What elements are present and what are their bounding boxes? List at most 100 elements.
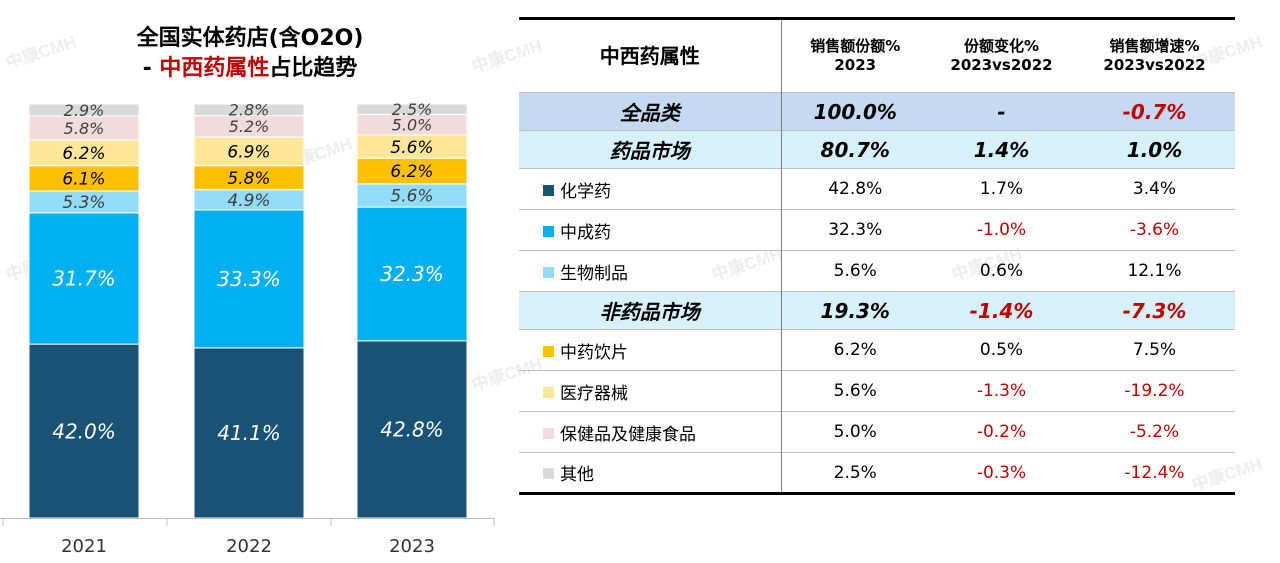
bar-segment [28,343,140,519]
chart-title-line1: 全国实体药店(含O2O) [136,26,364,51]
share-cell: 5.6% [780,250,929,292]
bar-segment [193,165,305,191]
share-cell: 5.0% [780,411,929,453]
category-cell: 中药饮片 [519,329,781,371]
bar-segment [28,139,140,167]
growth-cell: 12.1% [1074,250,1235,292]
bar-segment [193,136,305,167]
growth-cell: -12.4% [1074,452,1235,494]
growth-cell: -5.2% [1074,411,1235,453]
chart-title-highlight: 中西药属性 [159,56,270,81]
table-body: 全品类 100.0% - -0.7% 药品市场 80.7% 1.4% 1.0% 化学药 42.8%… [519,92,1235,494]
bar-segment [356,206,468,342]
share-change-cell: 1.7% [929,168,1074,210]
share-change-cell: 0.6% [929,250,1074,292]
growth-cell: -7.3% [1074,291,1235,330]
bar-segment [28,103,140,117]
share-change-cell: -0.3% [929,452,1074,494]
growth-cell: 7.5% [1074,329,1235,371]
data-label: 32.3% [380,262,444,286]
data-label: 2.8% [229,101,270,120]
category-cell: 医疗器械 [519,370,781,412]
category-cell: 药品市场 [519,130,781,169]
stacked-bar-chart: 42.0%31.7%5.3%6.1%6.2%5.8%2.9%202141.1%3… [0,100,495,557]
bar-segment [193,209,305,349]
table-header-row: 中西药属性 销售额份额% 2023 份额变化% 2023vs2022 销售额增速% 2… [519,18,1235,93]
legend-swatch [543,184,554,196]
data-label: 6.2% [62,144,105,164]
bar-segment [356,340,468,519]
share-cell: 100.0% [780,92,929,131]
share-cell: 6.2% [780,329,929,371]
category-cell: 保健品及健康食品 [519,411,781,453]
data-label: 42.0% [52,419,116,443]
category-label: 其他 [560,465,594,485]
share-change-cell: -1.0% [929,209,1074,251]
chart-title-line2: - 中西药属性占比趋势 [142,56,358,81]
data-label: 31.7% [52,267,116,291]
category-label: 化学药 [560,181,611,202]
data-label: 41.1% [217,421,281,445]
table-header-cell: 份额变化% 2023vs2022 [950,37,1053,74]
data-label: 5.8% [64,119,105,138]
category-label: 医疗器械 [560,383,628,404]
table-row: 其他 2.5% -0.3% -12.4% [519,452,1235,494]
category-label: 中药饮片 [560,342,628,363]
data-label: 6.2% [390,162,433,182]
table-header-cell: 销售额份额% 2023 [780,18,929,93]
bar-segment [193,347,305,519]
data-label: 5.8% [227,169,270,189]
category-label: 保健品及健康食品 [560,424,696,445]
data-label: 5.0% [392,115,433,134]
share-change-cell: -1.4% [929,291,1074,330]
bar-segment [28,165,140,192]
share-cell: 32.3% [780,209,929,251]
table-row: 全品类 100.0% - -0.7% [519,92,1235,131]
data-label: 5.6% [390,138,433,158]
table-row: 药品市场 80.7% 1.4% 1.0% [519,130,1235,169]
category-cell: 生物制品 [519,250,781,292]
attribute-table: 中西药属性 销售额份额% 2023 份额变化% 2023vs2022 销售额增速% 2… [519,17,1235,495]
table-row: 非药品市场 19.3% -1.4% -7.3% [519,291,1235,330]
share-change-cell: -1.3% [929,370,1074,412]
category-label: 生物制品 [560,263,628,284]
share-cell: 42.8% [780,168,929,210]
category-label: 药品市场 [609,139,690,163]
data-label: 42.8% [380,418,444,442]
share-cell: 5.6% [780,370,929,412]
share-cell: 80.7% [780,130,929,169]
category-cell: 中成药 [519,209,781,251]
table-row: 中药饮片 6.2% 0.5% 7.5% [519,329,1235,371]
bar-segment [28,212,140,345]
chart-title: 全国实体药店(含O2O) - 中西药属性占比趋势 [60,24,440,84]
data-label: 4.9% [227,191,270,211]
category-label: 非药品市场 [599,300,700,324]
share-cell: 19.3% [780,291,929,330]
legend-swatch [543,468,554,479]
table-header-cell: 中西药属性 [599,43,700,68]
category-cell: 非药品市场 [519,291,781,330]
table-row: 化学药 42.8% 1.7% 3.4% [519,168,1235,210]
legend-swatch [543,386,554,398]
x-tick-label: 2021 [61,536,107,557]
bar-segment [356,103,468,115]
legend-swatch [543,225,554,237]
data-label: 33.3% [217,267,281,291]
data-label: 5.3% [62,193,105,213]
share-change-cell: 0.5% [929,329,1074,371]
category-cell: 化学药 [519,168,781,210]
data-label: 5.2% [229,117,270,136]
growth-cell: -3.6% [1074,209,1235,251]
growth-cell: -0.7% [1074,92,1235,131]
share-change-cell: -0.2% [929,411,1074,453]
share-change-cell: - [929,92,1074,131]
growth-cell: -19.2% [1074,370,1235,412]
table-row: 医疗器械 5.6% -1.3% -19.2% [519,370,1235,412]
growth-cell: 3.4% [1074,168,1235,210]
share-change-cell: 1.4% [929,130,1074,169]
data-label: 2.5% [392,100,433,119]
growth-cell: 1.0% [1074,130,1235,169]
table-header-cell: 销售额增速% 2023vs2022 [1103,37,1206,74]
category-cell: 其他 [519,452,781,494]
x-tick-label: 2023 [389,536,435,557]
